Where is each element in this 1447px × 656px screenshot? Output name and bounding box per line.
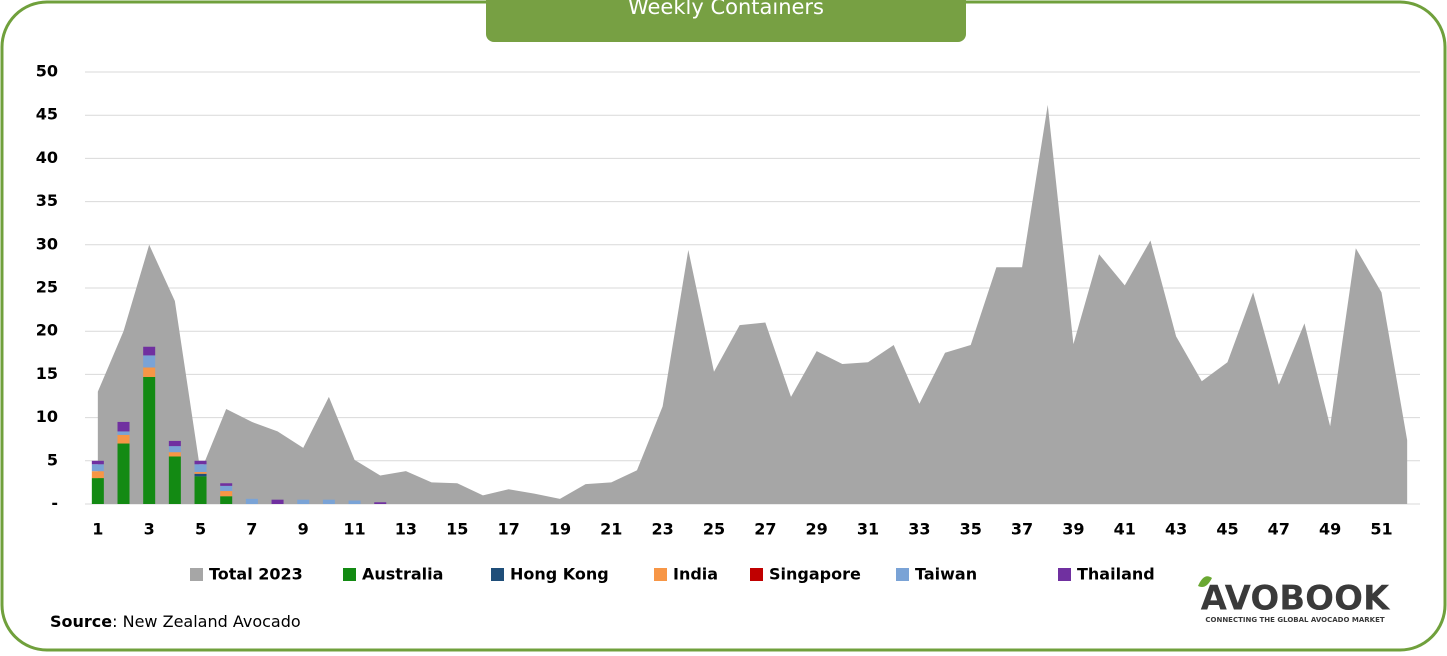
- source: Source: New Zealand Avocado: [50, 612, 301, 631]
- legend-swatch: [491, 568, 504, 581]
- legend-label: Australia: [362, 565, 443, 584]
- bar-segment: [220, 483, 233, 486]
- bar-segment: [91, 460, 104, 465]
- bar-segment: [143, 376, 156, 504]
- legend-label: Taiwan: [915, 565, 977, 584]
- bar-segment: [117, 434, 130, 444]
- bar-segment: [220, 485, 233, 492]
- x-tick-label: 45: [1216, 520, 1238, 539]
- legend-label: Singapore: [769, 565, 861, 584]
- y-tick-label: 40: [36, 148, 58, 167]
- x-tick-label: 13: [395, 520, 417, 539]
- x-tick-label: 11: [343, 520, 365, 539]
- legend-swatch: [896, 568, 909, 581]
- y-tick-label: 45: [36, 105, 58, 124]
- bar-segment: [168, 446, 181, 453]
- bar-segment: [297, 499, 310, 504]
- x-tick-label: 29: [806, 520, 828, 539]
- x-tick-label: 51: [1370, 520, 1392, 539]
- x-tick-label: 7: [246, 520, 257, 539]
- y-tick-label: 25: [36, 278, 58, 297]
- x-tick-label: 37: [1011, 520, 1033, 539]
- x-tick-label: 1: [92, 520, 103, 539]
- bar-segment: [117, 443, 130, 504]
- x-tick-label: 47: [1268, 520, 1290, 539]
- x-tick-label: 43: [1165, 520, 1187, 539]
- x-tick-label: 21: [600, 520, 622, 539]
- logo-leaf: [1198, 576, 1212, 587]
- x-tick-label: 23: [652, 520, 674, 539]
- bar-segment: [194, 472, 207, 474]
- x-tick-label: 25: [703, 520, 725, 539]
- bar-segment: [91, 464, 104, 472]
- bar-segment: [374, 502, 387, 504]
- x-tick-label: 3: [144, 520, 155, 539]
- y-tick-label: 50: [36, 62, 58, 81]
- bar-segment: [322, 499, 335, 504]
- bar-segment: [168, 452, 181, 457]
- bar-segment: [143, 367, 156, 377]
- source-label: Source: [50, 612, 112, 631]
- bar-segment: [117, 421, 130, 432]
- x-tick-label: 27: [754, 520, 776, 539]
- x-tick-label: 35: [960, 520, 982, 539]
- bar-segment: [91, 471, 104, 479]
- x-tick-label: 19: [549, 520, 571, 539]
- x-tick-label: 31: [857, 520, 879, 539]
- legend-swatch: [1058, 568, 1071, 581]
- bar-segment: [220, 491, 233, 497]
- bar-segment: [194, 464, 207, 473]
- title-tab: [486, 0, 966, 42]
- bar-segment: [348, 500, 361, 504]
- y-tick-label: 35: [36, 191, 58, 210]
- legend-label: India: [673, 565, 718, 584]
- bar-segment: [117, 431, 130, 435]
- y-tick-label: 5: [47, 450, 58, 469]
- x-tick-label: 39: [1062, 520, 1084, 539]
- bar-segment: [194, 460, 207, 465]
- legend-swatch: [750, 568, 763, 581]
- y-tick-label: 10: [36, 407, 58, 426]
- area: [97, 104, 1408, 504]
- y-tick-label: 20: [36, 321, 58, 340]
- bar-segment: [194, 476, 207, 504]
- y-tick-label: 30: [36, 234, 58, 253]
- bar-segment: [168, 456, 181, 504]
- x-tick-label: 33: [908, 520, 930, 539]
- y-tick-label: 15: [36, 364, 58, 383]
- bar-segment: [91, 478, 104, 504]
- bar-segment: [245, 498, 258, 504]
- legend-swatch: [654, 568, 667, 581]
- legend-swatch: [190, 568, 203, 581]
- source-text: : New Zealand Avocado: [112, 612, 301, 631]
- bar-segment: [220, 496, 233, 504]
- legend-label: Total 2023: [209, 565, 303, 584]
- x-tick-label: 9: [298, 520, 309, 539]
- x-tick-label: 15: [446, 520, 468, 539]
- legend-label: Thailand: [1077, 565, 1155, 584]
- legend-label: Hong Kong: [510, 565, 609, 584]
- logo-tagline: CONNECTING THE GLOBAL AVOCADO MARKET: [1205, 616, 1384, 624]
- x-tick-label: 17: [497, 520, 519, 539]
- bar-segment: [168, 440, 181, 447]
- x-tick-label: 41: [1114, 520, 1136, 539]
- bar-segment: [271, 499, 284, 504]
- bar-segment: [194, 473, 207, 477]
- bar-segment: [143, 355, 156, 368]
- x-tick-label: 5: [195, 520, 206, 539]
- chart-title: Weekly Containers: [628, 0, 824, 19]
- x-tick-label: 49: [1319, 520, 1341, 539]
- y-tick-label: -: [51, 494, 58, 513]
- logo-name: AVOBOOK: [1201, 579, 1391, 619]
- bar-segment: [143, 346, 156, 356]
- legend-swatch: [343, 568, 356, 581]
